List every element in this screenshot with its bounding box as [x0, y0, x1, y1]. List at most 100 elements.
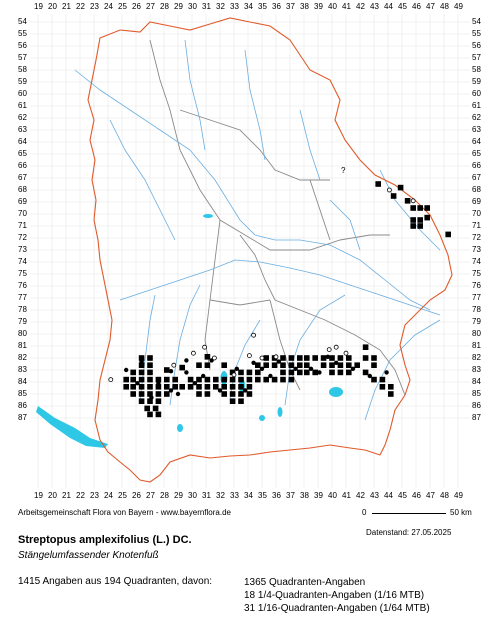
x-label-top: 35 [258, 2, 267, 11]
river-danube [119, 259, 441, 316]
x-label-bottom: 30 [188, 491, 197, 500]
x-label-top: 48 [440, 2, 449, 11]
y-label-right: 60 [472, 89, 481, 98]
species-name: Streptopus amplexifolius (L.) DC. [18, 534, 192, 546]
marker-quadrant [164, 384, 170, 390]
marker-quadrant [388, 384, 394, 390]
marker-quadrant [204, 376, 211, 383]
x-label-top: 30 [188, 2, 197, 11]
y-label-left: 54 [18, 17, 27, 26]
y-label-right: 82 [472, 353, 481, 362]
marker-quarter-quadrant [149, 395, 154, 400]
marker-quadrant [147, 376, 153, 383]
marker-quadrant [221, 376, 227, 383]
x-label-bottom: 34 [244, 491, 253, 500]
state-border [87, 17, 453, 483]
marker-quadrant [280, 355, 286, 361]
y-label-right: 61 [472, 101, 481, 110]
marker-quadrant [204, 384, 211, 390]
marker-quadrant [255, 362, 261, 368]
lake-north [203, 214, 213, 218]
marker-quadrant [320, 355, 327, 361]
y-label-left: 81 [18, 341, 27, 350]
marker-quarter-quadrant [192, 381, 197, 386]
y-label-left: 60 [18, 89, 27, 98]
x-label-top: 21 [62, 2, 71, 11]
marker-sixteenth-quadrant [190, 350, 196, 356]
y-label-right: 62 [472, 113, 481, 122]
marker-quadrant [271, 376, 278, 383]
marker-quadrant [371, 376, 377, 383]
marker-quarter-quadrant [184, 358, 189, 363]
river-inn [364, 319, 441, 421]
y-label-left: 78 [18, 305, 27, 314]
marker-quadrant [263, 355, 269, 361]
y-label-right: 72 [472, 233, 481, 242]
x-label-bottom: 25 [118, 491, 127, 500]
marker-quadrant [304, 369, 310, 376]
river-main [74, 69, 431, 311]
x-label-bottom: 23 [90, 491, 99, 500]
marker-quarter-quadrant [139, 359, 144, 364]
x-label-top: 41 [342, 2, 351, 11]
x-label-bottom: 42 [356, 491, 365, 500]
marker-quadrant [320, 362, 327, 368]
y-label-right: 57 [472, 53, 481, 62]
record-breakdown: 1365 Quadranten-Angaben 18 1/4-Quadrante… [244, 576, 430, 615]
marker-quadrant [280, 376, 286, 383]
marker-quadrant [138, 376, 145, 383]
y-label-left: 58 [18, 65, 27, 74]
marker-quadrant [138, 391, 145, 397]
marker-quadrant [337, 369, 344, 376]
marker-quadrant [390, 193, 397, 199]
x-label-top: 38 [300, 2, 309, 11]
marker-quadrant [138, 362, 145, 368]
y-label-right: 86 [472, 401, 481, 410]
marker-quarter-quadrant [367, 373, 372, 379]
marker-quadrant [229, 398, 236, 404]
lake-chiemsee [329, 387, 343, 397]
marker-quadrant [288, 355, 295, 361]
marker-quadrant [123, 376, 129, 383]
marker-quadrant [329, 355, 335, 361]
x-label-bottom: 33 [230, 491, 239, 500]
y-label-left: 75 [18, 269, 27, 278]
y-label-right: 71 [472, 221, 481, 230]
marker-quadrant [164, 376, 170, 383]
marker-quadrant [138, 398, 145, 404]
total-records: 1415 Angaben aus 194 Quadranten, davon: [18, 576, 213, 587]
y-label-right: 68 [472, 185, 481, 194]
marker-quadrant [297, 355, 303, 361]
y-label-left: 84 [18, 377, 27, 386]
marker-sixteenth-quadrant [108, 377, 114, 383]
marker-quadrant [172, 376, 178, 383]
marker-quadrant [164, 367, 170, 373]
marker-quarter-quadrant [175, 391, 181, 397]
y-label-left: 87 [18, 413, 27, 422]
marker-quadrant [346, 355, 352, 361]
y-label-left: 76 [18, 281, 27, 290]
y-label-left: 66 [18, 161, 27, 170]
y-label-left: 80 [18, 329, 27, 338]
marker-sixteenth-quadrant [386, 187, 392, 193]
marker-quadrant [379, 384, 386, 390]
marker-quadrant [187, 384, 194, 390]
y-label-right: 85 [472, 389, 481, 398]
x-label-bottom: 49 [454, 491, 463, 500]
scale-zero-label: 0 [362, 508, 367, 517]
x-label-top: 22 [76, 2, 85, 11]
x-label-top: 36 [272, 2, 281, 11]
marker-quadrant [147, 398, 153, 404]
marker-quadrant [187, 376, 194, 383]
marker-quadrant [196, 362, 202, 368]
marker-quarter-quadrant [259, 366, 265, 371]
marker-quadrant [196, 391, 202, 397]
x-label-top: 42 [356, 2, 365, 11]
y-label-left: 64 [18, 137, 27, 146]
marker-quadrant [147, 391, 153, 397]
x-label-bottom: 39 [314, 491, 323, 500]
marker-quarter-quadrant [135, 381, 140, 386]
marker-quarter-quadrant [168, 369, 174, 374]
y-label-right: 69 [472, 197, 481, 206]
marker-quadrant [164, 391, 170, 397]
